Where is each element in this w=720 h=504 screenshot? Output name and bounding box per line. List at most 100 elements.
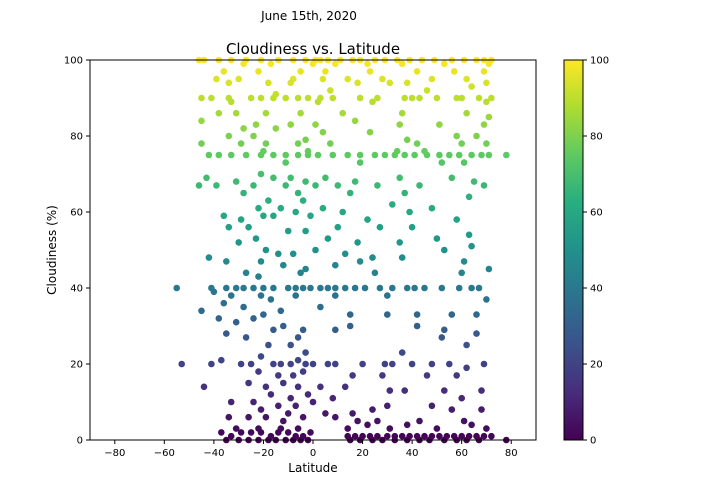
scatter-point [237,140,245,147]
scatter-point [287,360,295,368]
scatter-point [483,296,490,303]
scatter-point [240,125,247,132]
scatter-point [480,68,488,75]
scatter-point [433,425,441,432]
scatter-point [262,413,270,421]
scatter-point [458,432,466,440]
scatter-point [257,353,265,360]
scatter-point [369,254,376,261]
scatter-point [237,216,245,223]
scatter-point [354,417,361,425]
colorbar-tick-label: 100 [590,56,609,67]
scatter-point [406,208,413,216]
y-tick-label: 20 [70,360,83,371]
scatter-point [485,60,493,68]
scatter-point [386,79,394,87]
scatter-point [210,288,218,296]
scatter-point [297,269,304,277]
scatter-point [250,315,257,322]
scatter-point [441,60,448,68]
scatter-point [292,284,300,292]
scatter-point [319,128,327,136]
scatter-point [398,254,406,261]
scatter-point [292,292,300,299]
scatter-point [275,372,282,379]
scatter-point [260,212,267,220]
scatter-point [389,360,396,368]
scatter-point [317,284,324,292]
scatter-point [270,326,277,334]
scatter-point [304,391,312,398]
colorbar [563,59,584,441]
scatter-point [287,174,295,182]
scatter-point [225,79,233,87]
scatter-point [369,98,376,106]
scatter-point [324,235,332,242]
scatter-point [351,432,359,440]
scatter-point [332,60,339,68]
scatter-point [441,326,448,334]
scatter-point [255,273,262,280]
scatter-point [374,432,381,440]
scatter-point [332,292,339,299]
scatter-point [356,258,364,265]
scatter-point [205,254,213,261]
scatter-point [503,151,510,159]
scatter-point [463,341,470,349]
y-tick-label: 100 [64,56,83,67]
scatter-point [307,212,314,220]
scatter-point [284,227,292,235]
x-tick-label: −20 [253,448,274,459]
scatter-point [413,311,421,318]
scatter-point [398,432,406,440]
scatter-point [364,421,371,429]
scatter-point [294,151,302,159]
scatter-point [341,250,349,258]
scatter-point [198,307,205,315]
colorbar-tick-label: 20 [590,360,603,371]
scatter-point [245,379,252,387]
scatter-point [257,94,265,102]
scatter-point [255,368,262,375]
scatter-point [267,391,275,398]
scatter-point [250,132,257,140]
scatter-point [270,360,277,368]
scatter-point [438,334,446,341]
scatter-point [215,151,223,159]
scatter-point [275,250,282,258]
scatter-point [260,284,267,292]
scatter-point [339,109,347,117]
scatter-point [195,182,203,189]
scatter-point [309,398,317,406]
scatter-point [483,140,490,147]
scatter-point [428,204,436,212]
x-tick-label: 80 [505,448,518,459]
scatter-point [463,109,470,117]
scatter-point [478,406,485,413]
scatter-point [302,265,309,273]
figure-suptitle: June 15th, 2020 [260,9,357,23]
scatter-point [433,235,441,242]
scatter-point [344,75,352,83]
scatter-point [235,75,242,83]
scatter-point [408,223,416,231]
scatter-point [314,98,322,106]
scatter-point [220,212,228,220]
scatter-point [386,425,394,432]
scatter-point [309,360,317,368]
scatter-point [227,292,235,299]
scatter-point [341,383,349,391]
scatter-point [376,284,384,292]
scatter-point [381,151,389,159]
x-axis: −80 −60 −40 −20 0 20 40 60 80 [104,440,518,459]
scatter-point [309,60,317,68]
scatter-point [198,117,205,125]
x-tick-label: 40 [406,448,419,459]
scatter-point [408,94,416,102]
scatter-point [260,311,267,318]
scatter-point [453,132,461,140]
scatter-point [299,284,307,292]
scatter-point [317,383,324,391]
scatter-point [346,311,354,318]
scatter-point [361,284,369,292]
